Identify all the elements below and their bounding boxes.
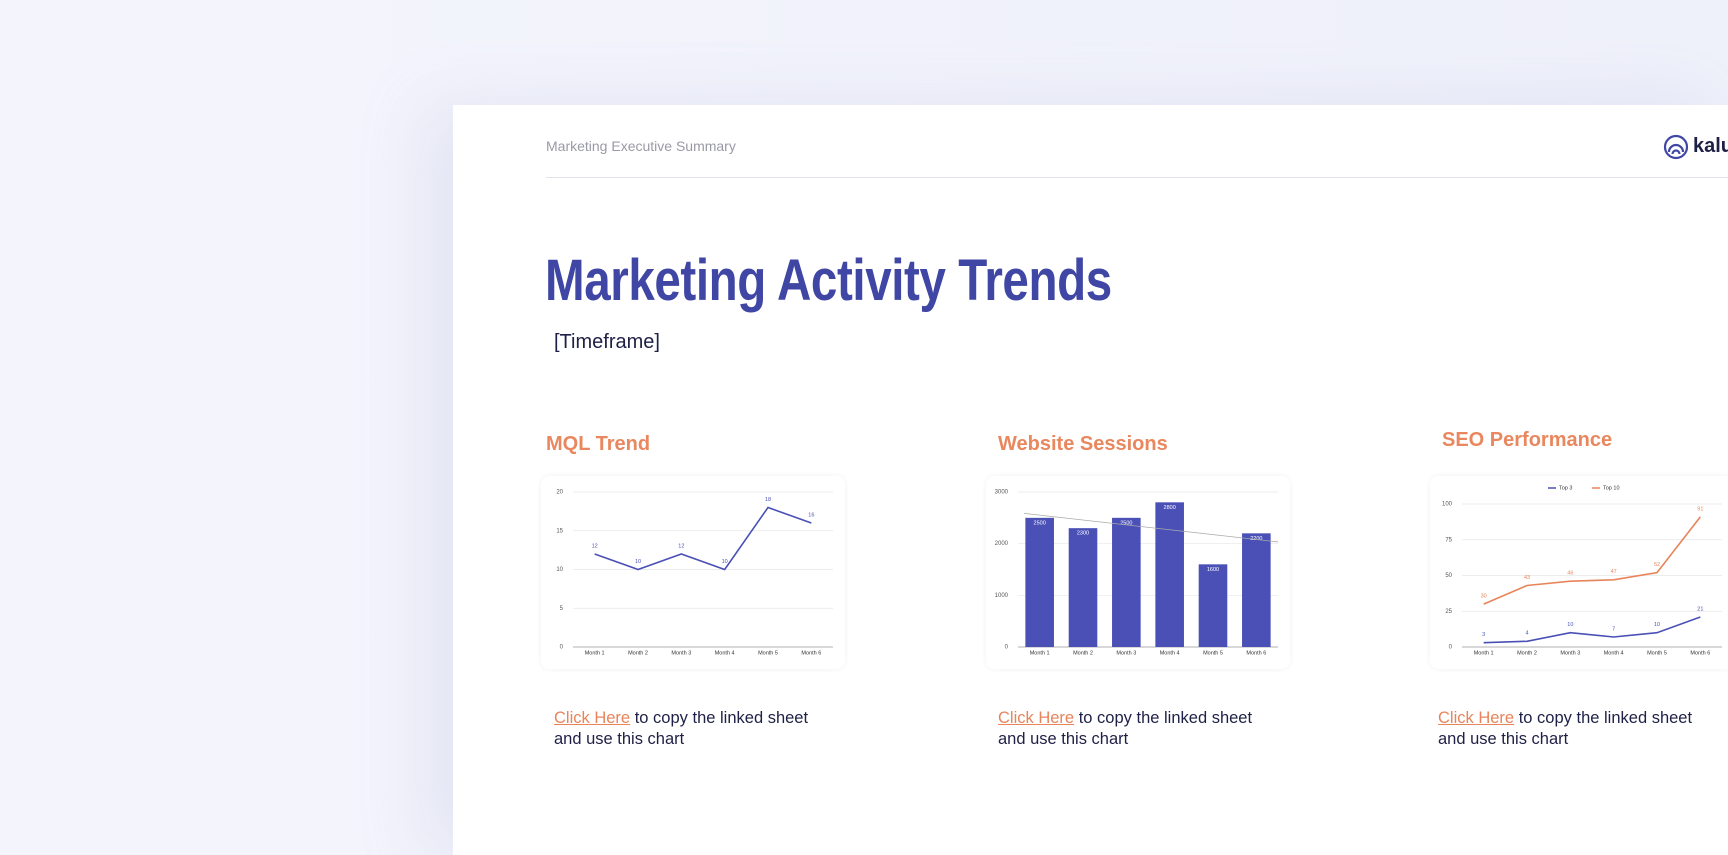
copy-link[interactable]: Click Here — [554, 709, 631, 727]
bar — [1242, 533, 1271, 647]
bar — [1198, 564, 1228, 647]
data-label: 2500 — [1034, 520, 1046, 526]
link-text: Click Here to copy the linked sheet and … — [1438, 708, 1708, 750]
bar — [1025, 517, 1054, 647]
x-tick-label: Month 5 — [1203, 650, 1223, 656]
link-description: to copy the linked sheet and use this ch… — [998, 709, 1253, 748]
logo-text: kalu — [1693, 135, 1728, 157]
x-tick-label: Month 2 — [1517, 650, 1537, 656]
data-label: 7 — [1612, 626, 1615, 632]
x-tick-label: Month 6 — [801, 650, 821, 656]
y-tick-label: 15 — [556, 528, 563, 534]
x-tick-label: Month 6 — [1246, 650, 1266, 656]
data-label: 91 — [1697, 506, 1703, 512]
x-tick-label: Month 1 — [1030, 650, 1050, 656]
data-label: 16 — [808, 512, 814, 518]
data-label: 10 — [1567, 622, 1573, 628]
chart-heading: Website Sessions — [998, 433, 1168, 455]
y-tick-label: 5 — [560, 606, 564, 612]
data-line — [1483, 616, 1701, 644]
x-tick-label: Month 4 — [1604, 650, 1624, 656]
y-tick-label: 100 — [1442, 502, 1453, 508]
bar — [1112, 517, 1141, 647]
document-panel: Marketing Executive Summary kalu Marketi… — [453, 105, 1728, 855]
legend-label: Top 3 — [1559, 485, 1572, 491]
y-tick-label: 1000 — [995, 593, 1009, 599]
y-tick-label: 75 — [1445, 537, 1452, 543]
copy-link[interactable]: Click Here — [1438, 709, 1515, 727]
x-tick-label: Month 6 — [1690, 650, 1710, 656]
copy-link[interactable]: Click Here — [998, 709, 1075, 727]
y-tick-label: 0 — [1449, 645, 1453, 651]
x-tick-label: Month 3 — [1560, 650, 1580, 656]
data-label: 2300 — [1077, 531, 1089, 537]
header-rule — [546, 177, 1728, 178]
data-label: 1600 — [1207, 567, 1219, 573]
link-text: Click Here to copy the linked sheet and … — [554, 708, 824, 750]
y-tick-label: 0 — [560, 645, 564, 651]
subtitle: [Timeframe] — [554, 331, 660, 353]
data-label: 43 — [1524, 575, 1530, 581]
logo-icon — [1663, 134, 1689, 160]
data-label: 4 — [1525, 631, 1528, 637]
data-label: 2200 — [1250, 536, 1262, 542]
data-label: 47 — [1611, 569, 1617, 575]
x-tick-label: Month 4 — [715, 650, 735, 656]
link-description: to copy the linked sheet and use this ch… — [554, 709, 809, 748]
y-tick-label: 2000 — [995, 541, 1009, 547]
data-label: 2500 — [1120, 520, 1132, 526]
y-tick-label: 10 — [556, 567, 563, 573]
data-label: 2800 — [1164, 505, 1176, 511]
chart-card: 0 25 50 75 100 Month 1 Month 2 Month 3 Month 4 Mo… — [1430, 476, 1728, 669]
bar — [1155, 502, 1184, 647]
x-tick-label: Month 1 — [585, 650, 605, 656]
data-line — [594, 506, 812, 571]
chart-card: 0 1000 2000 3000 Month 1 Month 2 Month 3 Month … — [986, 476, 1290, 669]
x-tick-label: Month 3 — [671, 650, 691, 656]
data-label: 10 — [722, 559, 728, 565]
doc-label: Marketing Executive Summary — [546, 138, 736, 154]
x-tick-label: Month 4 — [1160, 650, 1180, 656]
data-label: 12 — [592, 543, 598, 549]
data-label: 10 — [635, 559, 641, 565]
bar — [1068, 528, 1098, 647]
x-tick-label: Month 5 — [758, 650, 778, 656]
chart-heading: SEO Performance — [1442, 429, 1613, 451]
y-tick-label: 3000 — [995, 490, 1009, 496]
x-tick-label: Month 2 — [1073, 650, 1093, 656]
link-text: Click Here to copy the linked sheet and … — [998, 708, 1268, 750]
x-tick-label: Month 2 — [628, 650, 648, 656]
data-label: 12 — [678, 543, 684, 549]
data-label: 3 — [1482, 632, 1485, 638]
link-description: to copy the linked sheet and use this ch… — [1438, 709, 1693, 748]
y-tick-label: 25 — [1445, 609, 1452, 615]
page-title: Marketing Activity Trends — [545, 248, 1112, 313]
data-label: 21 — [1697, 606, 1703, 612]
data-label: 52 — [1654, 562, 1660, 568]
chart-card: 0 5 10 15 20 Month 1 Month 2 Month 3 Month 4 Mont… — [541, 476, 845, 669]
x-tick-label: Month 5 — [1647, 650, 1667, 656]
y-tick-label: 50 — [1445, 573, 1452, 579]
data-label: 46 — [1567, 571, 1573, 577]
x-tick-label: Month 3 — [1116, 650, 1136, 656]
data-line — [1483, 516, 1701, 605]
y-tick-label: 20 — [556, 490, 563, 496]
data-label: 10 — [1654, 622, 1660, 628]
chart-heading: MQL Trend — [546, 433, 651, 455]
x-tick-label: Month 1 — [1474, 650, 1494, 656]
trend-line — [1023, 512, 1279, 543]
y-tick-label: 0 — [1005, 645, 1009, 651]
data-label: 18 — [765, 497, 771, 503]
data-label: 30 — [1481, 594, 1487, 600]
legend-label: Top 10 — [1603, 485, 1620, 491]
